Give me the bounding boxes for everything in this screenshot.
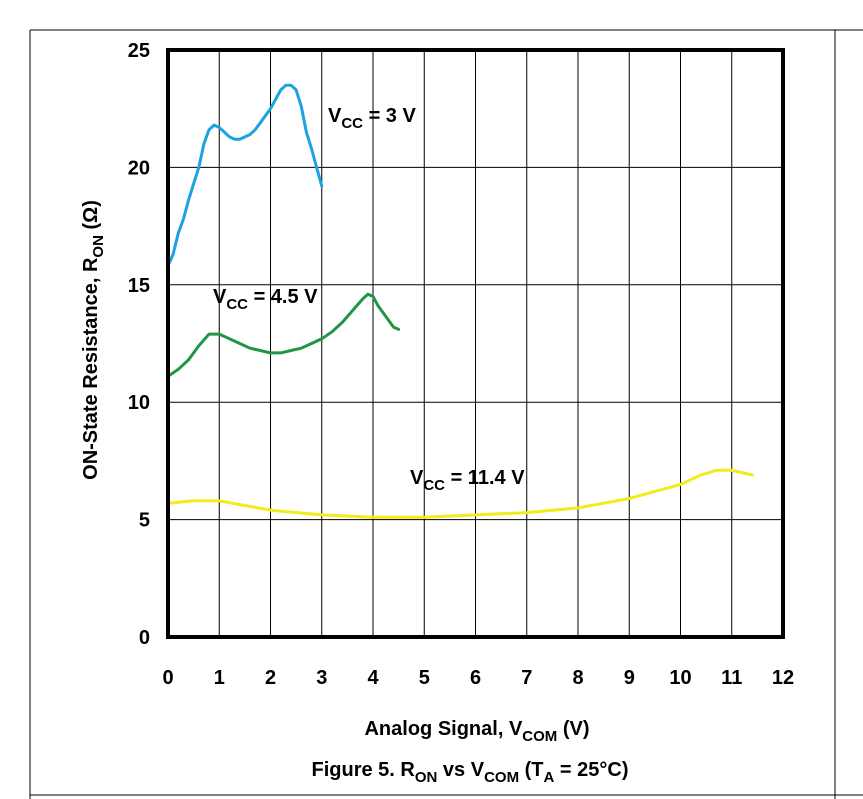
series-label-rest: = 3 V (363, 105, 416, 127)
x-tick-label-5: 5 (419, 667, 430, 689)
caption-mid: vs V (437, 759, 484, 781)
x-axis-label-sub: COM (522, 728, 557, 745)
plot-border (166, 48, 785, 639)
y-tick-label-0: 0 (139, 627, 150, 649)
x-tick-label-2: 2 (265, 667, 276, 689)
caption-suffix: = 25°C) (554, 759, 628, 781)
y-tick-label-4: 20 (128, 157, 150, 179)
x-tick-label-11: 11 (721, 667, 742, 689)
series-label-rest: = 11.4 V (445, 467, 525, 489)
y-tick-label-1: 5 (139, 510, 150, 532)
x-axis-label: Analog Signal, VCOM (V) (364, 718, 589, 745)
y-tick-label-2: 10 (128, 392, 150, 414)
x-tick-label-9: 9 (624, 667, 635, 689)
series-label-rest: = 4.5 V (248, 286, 318, 308)
x-axis-label-text: Analog Signal, V (364, 718, 522, 740)
series-label-main: V (410, 467, 424, 489)
caption-prefix: Figure 5. R (312, 759, 416, 781)
y-tick-label-5: 25 (128, 40, 150, 62)
series-label-sub: CC (226, 296, 248, 313)
x-tick-label-6: 6 (470, 667, 481, 689)
series-line-2 (166, 468, 754, 519)
series-line-1 (166, 292, 401, 378)
series-label-main: V (328, 105, 342, 127)
x-tick-label-0: 0 (162, 667, 173, 689)
figure-caption: Figure 5. RON vs VCOM (TA = 25°C) (312, 759, 629, 786)
caption-t-sub: A (544, 769, 555, 786)
x-tick-label-12: 12 (772, 667, 794, 689)
series-label-1: VCC = 4.5 V (213, 286, 318, 313)
x-tick-label-8: 8 (572, 667, 583, 689)
y-tick-label-3: 15 (128, 275, 150, 297)
x-tick-label-3: 3 (316, 667, 327, 689)
caption-open: (T (519, 759, 543, 781)
y-axis-label: ON-State Resistance, RON (Ω) (80, 200, 107, 480)
x-tick-label-1: 1 (214, 667, 225, 689)
y-axis-label-unit: (Ω) (80, 200, 102, 235)
series-label-2: VCC = 11.4 V (410, 467, 525, 494)
x-tick-label-4: 4 (367, 667, 379, 689)
caption-v-sub: COM (484, 769, 519, 786)
y-axis-label-sub: ON (90, 235, 107, 258)
series-line-0 (166, 83, 324, 268)
x-tick-label-7: 7 (521, 667, 532, 689)
series-label-sub: CC (423, 477, 445, 494)
series-label-sub: CC (341, 115, 363, 132)
x-tick-label-10: 10 (669, 667, 691, 689)
series-label-main: V (213, 286, 227, 308)
series-label-0: VCC = 3 V (328, 105, 416, 132)
x-axis-label-unit: (V) (557, 718, 589, 740)
caption-r-sub: ON (415, 769, 438, 786)
y-axis-label-text: ON-State Resistance, R (80, 257, 102, 480)
